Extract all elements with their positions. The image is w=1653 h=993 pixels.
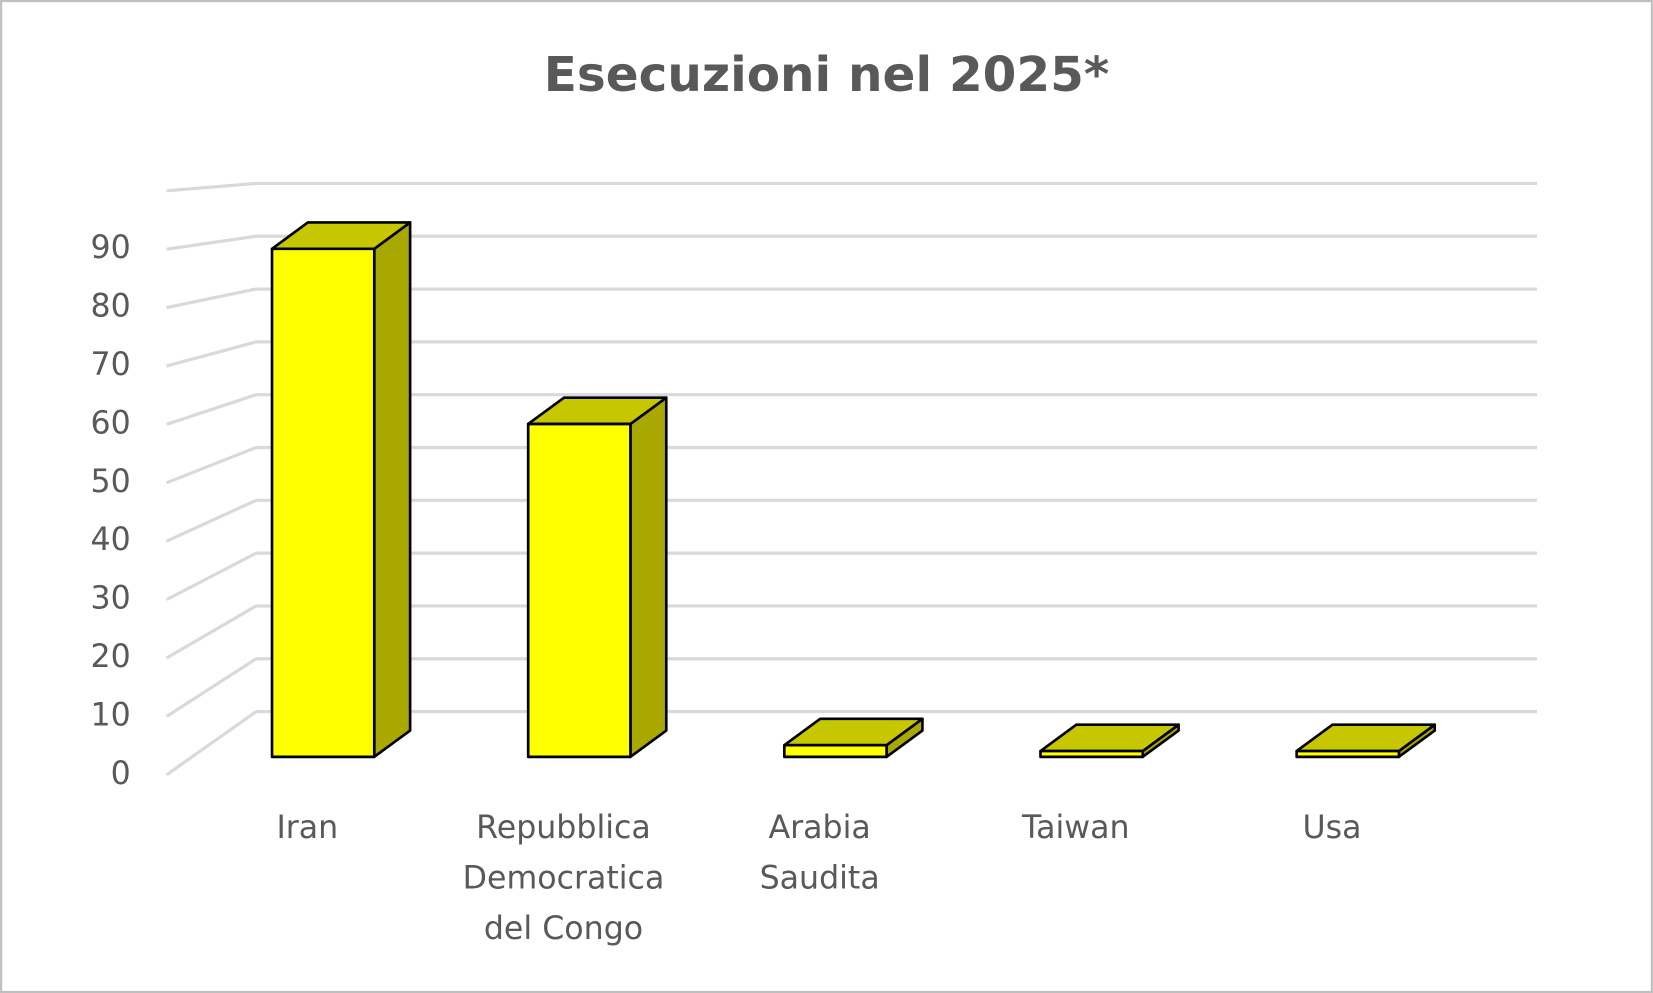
x-tick-label: Usa — [1302, 809, 1362, 847]
bar-front — [1039, 749, 1145, 759]
bar-front — [270, 247, 376, 759]
y-tick-label: 30 — [91, 581, 131, 617]
grid-line — [165, 498, 257, 543]
grid-line — [165, 604, 258, 660]
x-tick-label-box: Arabia Saudita — [759, 809, 880, 898]
bar — [270, 221, 412, 759]
y-tick-label: 80 — [91, 289, 131, 325]
y-tick-label: 90 — [91, 230, 131, 266]
grid-line — [165, 551, 257, 601]
grid-line — [165, 710, 258, 777]
grid-line — [166, 340, 257, 368]
bar-front — [526, 422, 632, 759]
bar-side — [372, 221, 412, 759]
x-tick-label-box: Taiwan — [1022, 809, 1130, 847]
grid-line — [165, 657, 258, 718]
bar — [783, 717, 924, 759]
x-tick-label: Taiwan — [1022, 809, 1130, 847]
bar-front — [1295, 749, 1401, 759]
wall-top — [166, 181, 257, 193]
bar-side — [629, 396, 668, 759]
x-tick-label: Repubblica Democratica del Congo — [462, 809, 665, 948]
x-tick-label-box: Usa — [1302, 809, 1362, 847]
grid-line — [166, 234, 257, 251]
x-tick-label-box: Repubblica Democratica del Congo — [462, 809, 665, 948]
grid-line — [166, 287, 257, 310]
y-tick-label: 60 — [91, 405, 131, 441]
y-tick-label: 10 — [91, 697, 131, 733]
y-tick-label: 20 — [91, 639, 131, 675]
y-tick-label: 70 — [91, 347, 131, 383]
chart-title: Esecuzioni nel 2025* — [544, 47, 1109, 103]
grid-line — [166, 393, 257, 426]
x-tick-label: Arabia Saudita — [759, 809, 880, 898]
y-tick-label: 40 — [91, 522, 131, 558]
bar — [526, 396, 668, 759]
y-tick-label: 50 — [91, 464, 131, 500]
bar-front — [783, 743, 888, 759]
bar — [1295, 723, 1437, 759]
y-tick-label: 0 — [111, 756, 131, 792]
grid-line — [166, 446, 257, 485]
bar — [1039, 723, 1180, 759]
x-tick-label: Iran — [276, 809, 339, 847]
x-tick-label-box: Iran — [276, 809, 339, 847]
